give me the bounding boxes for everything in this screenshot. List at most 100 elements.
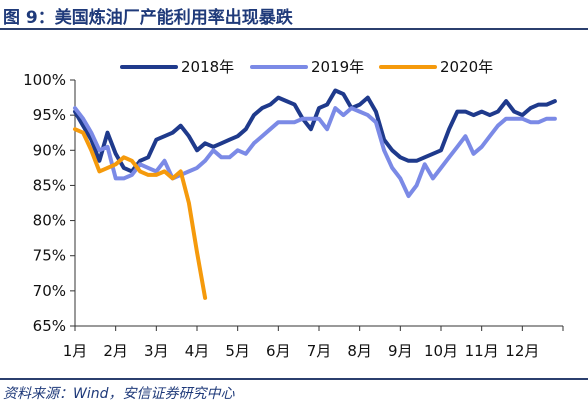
data-point	[187, 169, 191, 173]
data-point	[154, 169, 158, 173]
data-point	[545, 117, 549, 121]
data-point	[203, 141, 207, 145]
data-point	[537, 120, 541, 124]
data-point	[187, 134, 191, 138]
data-point	[195, 166, 199, 170]
data-point	[317, 117, 321, 121]
legend-label: 2019年	[311, 58, 364, 76]
data-point	[309, 117, 313, 121]
data-point	[276, 120, 280, 124]
y-tick-label: 70%	[33, 282, 66, 300]
data-point	[122, 176, 126, 180]
y-tick-label: 80%	[33, 212, 66, 230]
y-tick-label: 90%	[33, 141, 66, 159]
title-bar: 图 9：美国炼油厂产能利用率出现暴跌	[0, 0, 588, 30]
data-point	[105, 145, 110, 149]
data-point	[195, 148, 199, 152]
data-point	[171, 131, 175, 135]
legend: 2018年 2019年 2020年	[120, 58, 493, 76]
data-point	[122, 166, 126, 170]
data-point	[114, 162, 118, 166]
data-point	[219, 141, 223, 145]
data-point	[236, 148, 240, 152]
data-point	[520, 117, 524, 121]
data-point	[162, 169, 167, 173]
data-point	[203, 296, 207, 300]
data-point	[366, 113, 370, 117]
data-point	[138, 169, 142, 173]
data-point	[488, 134, 492, 138]
legend-label: 2020年	[440, 58, 493, 76]
data-point	[512, 110, 516, 114]
line-chart: 65% 70% 75% 80% 85% 90% 95% 100% 1月 2月 3月 4月 5月 6月 7月 8…	[23, 58, 564, 360]
data-point	[73, 127, 77, 131]
data-point	[227, 138, 232, 142]
data-point	[341, 92, 345, 96]
data-point	[73, 106, 77, 110]
data-point	[537, 103, 541, 107]
data-point	[105, 131, 110, 135]
data-point	[138, 159, 142, 163]
data-point	[195, 250, 199, 254]
data-point	[325, 127, 329, 131]
data-point	[146, 166, 150, 170]
data-point	[114, 152, 118, 156]
data-point	[480, 110, 484, 114]
data-point	[317, 106, 321, 110]
data-point	[284, 120, 289, 124]
y-tick-label: 85%	[33, 176, 66, 194]
series-0	[73, 88, 557, 174]
data-point	[423, 162, 427, 166]
data-point	[179, 169, 183, 173]
x-tick-label: 5月	[225, 342, 250, 360]
data-point	[382, 148, 386, 152]
series-1	[73, 106, 557, 198]
data-point	[545, 103, 549, 107]
data-point	[496, 124, 500, 128]
data-point	[211, 145, 215, 149]
data-point	[398, 155, 402, 159]
data-point	[81, 124, 85, 128]
data-point	[227, 155, 232, 159]
data-point	[553, 117, 557, 121]
x-tick-label: 11月	[465, 342, 499, 360]
data-point	[171, 176, 175, 180]
data-point	[162, 159, 167, 163]
data-point	[341, 113, 345, 117]
data-point	[81, 131, 85, 135]
data-point	[89, 148, 93, 152]
x-tick-label: 3月	[144, 342, 169, 360]
data-point	[390, 166, 394, 170]
data-point	[252, 141, 256, 145]
series-line	[73, 127, 208, 300]
data-point	[504, 117, 508, 121]
x-tick-label: 4月	[185, 342, 210, 360]
data-point	[528, 106, 533, 110]
data-point	[211, 148, 215, 152]
data-point	[431, 176, 435, 180]
data-point	[154, 173, 158, 177]
data-point	[439, 148, 443, 152]
x-tick-label: 6月	[266, 342, 291, 360]
data-point	[154, 138, 158, 142]
data-point	[293, 120, 297, 124]
x-tick-label: 10月	[424, 342, 458, 360]
data-point	[455, 110, 459, 114]
data-point	[423, 155, 427, 159]
data-point	[268, 127, 272, 131]
data-point	[97, 169, 101, 173]
data-point	[447, 127, 451, 131]
x-tick-label: 1月	[63, 342, 88, 360]
data-point	[293, 103, 297, 107]
data-point	[203, 159, 207, 163]
source-note: 资料来源：Wind，安信证券研究中心	[3, 386, 235, 402]
x-tick-label: 8月	[347, 342, 372, 360]
footer-divider	[0, 378, 588, 380]
data-point	[301, 117, 305, 121]
data-point	[276, 95, 280, 100]
data-point	[496, 110, 500, 114]
axes: 65% 70% 75% 80% 85% 90% 95% 100% 1月 2月 3月 4月 5月 6月 7月 8…	[23, 71, 564, 360]
data-point	[97, 159, 101, 163]
data-point	[162, 134, 167, 138]
series-2	[73, 127, 208, 300]
